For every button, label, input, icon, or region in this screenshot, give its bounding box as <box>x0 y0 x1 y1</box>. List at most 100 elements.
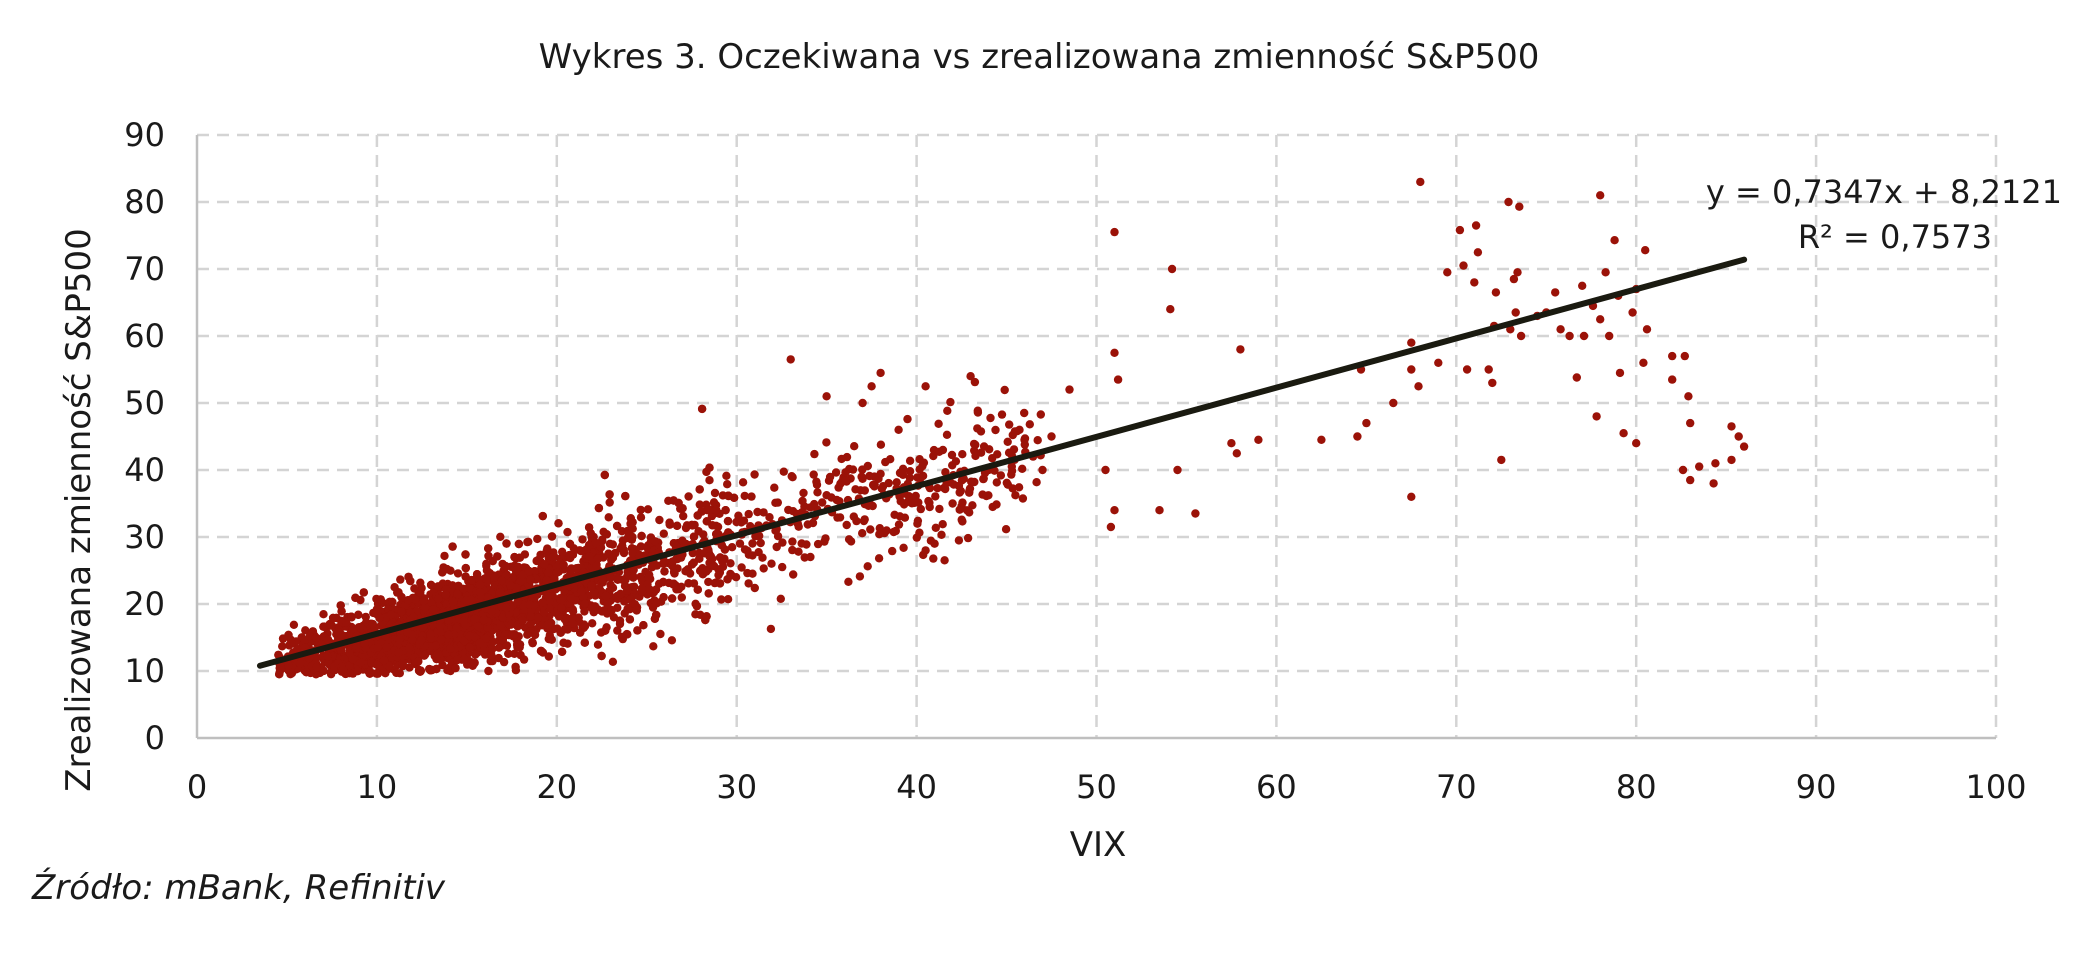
scatter-point <box>674 584 683 594</box>
scatter-point <box>1516 331 1526 341</box>
scatter-point <box>684 492 693 501</box>
scatter-point <box>738 478 748 487</box>
scatter-point <box>507 630 517 639</box>
scatter-point <box>799 488 808 498</box>
scatter-point <box>404 572 413 582</box>
scatter-point <box>482 574 491 584</box>
scatter-point <box>628 548 637 558</box>
scatter-point <box>459 636 469 646</box>
scatter-point <box>1065 385 1074 394</box>
scatter-point <box>1709 479 1718 488</box>
scatter-point <box>629 573 638 582</box>
scatter-point <box>544 568 553 578</box>
scatter-point <box>368 619 377 629</box>
scatter-point <box>568 614 577 623</box>
x-tick-label: 0 <box>187 768 207 806</box>
scatter-point <box>526 619 535 628</box>
scatter-point <box>822 392 831 401</box>
scatter-point <box>723 516 733 526</box>
scatter-point <box>467 575 476 585</box>
scatter-point <box>1010 427 1020 436</box>
scatter-point <box>613 575 622 584</box>
scatter-point <box>276 663 285 672</box>
scatter-point <box>643 505 653 514</box>
scatter-point <box>1734 432 1743 441</box>
scatter-point <box>958 450 967 459</box>
scatter-point <box>1513 268 1522 277</box>
scatter-point <box>656 629 665 639</box>
scatter-point <box>351 593 360 602</box>
scatter-point <box>1605 331 1614 341</box>
scatter-point <box>495 588 505 597</box>
scatter-point <box>438 568 447 577</box>
scatter-point <box>954 536 964 545</box>
scatter-point <box>502 539 511 548</box>
scatter-point <box>889 527 898 537</box>
scatter-point <box>565 539 575 549</box>
scatter-point <box>501 562 510 571</box>
scatter-point <box>723 595 733 604</box>
scatter-point <box>970 377 980 387</box>
scatter-point <box>1416 177 1425 187</box>
scatter-point <box>778 562 787 572</box>
scatter-point <box>937 530 946 539</box>
scatter-point <box>992 500 1001 509</box>
scatter-point <box>951 457 961 466</box>
scatter-point <box>938 445 948 455</box>
scatter-point <box>600 470 609 480</box>
scatter-point <box>1232 449 1242 458</box>
x-tick-label: 80 <box>1616 768 1657 806</box>
scatter-point <box>1167 264 1177 274</box>
scatter-point <box>875 530 884 539</box>
scatter-point <box>789 570 798 579</box>
scatter-point <box>470 658 479 667</box>
scatter-point <box>1227 439 1236 448</box>
scatter-point <box>347 613 356 622</box>
scatter-point <box>1509 274 1519 284</box>
scatter-point <box>585 552 594 561</box>
scatter-point <box>696 610 705 619</box>
scatter-point <box>398 658 407 668</box>
scatter-point <box>744 509 753 519</box>
scatter-point <box>1173 465 1182 475</box>
scatter-point <box>876 368 885 378</box>
scatter-point <box>1414 382 1423 391</box>
scatter-point <box>866 525 875 534</box>
scatter-point <box>695 554 704 563</box>
scatter-point <box>722 471 731 480</box>
scatter-point <box>607 606 616 615</box>
scatter-point <box>1106 522 1116 532</box>
scatter-point <box>704 577 713 587</box>
scatter-point <box>644 573 653 582</box>
scatter-point <box>899 543 908 552</box>
scatter-point <box>587 581 596 590</box>
scatter-point <box>948 499 957 508</box>
scatter-point <box>692 601 702 611</box>
scatter-point <box>384 661 393 671</box>
scatter-point <box>996 471 1006 480</box>
scatter-point <box>597 607 607 616</box>
x-tick-label: 40 <box>896 768 937 806</box>
scatter-point <box>494 643 504 652</box>
scatter-point <box>973 408 983 417</box>
scatter-point <box>410 595 420 604</box>
scatter-point <box>418 623 427 632</box>
scatter-point <box>1473 248 1483 257</box>
scatter-point <box>542 547 551 556</box>
scatter-point <box>416 666 425 675</box>
scatter-point <box>637 584 647 593</box>
scatter-point <box>425 664 434 674</box>
scatter-point <box>1000 385 1009 395</box>
scatter-point <box>771 526 780 535</box>
scatter-point <box>444 616 453 625</box>
scatter-point <box>684 579 693 588</box>
scatter-point <box>628 518 637 527</box>
scatter-point <box>681 567 690 576</box>
scatter-point <box>754 532 763 541</box>
scatter-point <box>1014 483 1024 492</box>
scatter-point <box>1011 491 1020 500</box>
scatter-point <box>563 527 572 537</box>
scatter-point <box>536 550 545 560</box>
scatter-point <box>669 496 678 505</box>
scatter-point <box>697 404 707 414</box>
